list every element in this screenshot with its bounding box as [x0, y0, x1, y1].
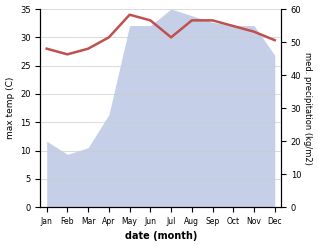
X-axis label: date (month): date (month): [125, 231, 197, 242]
Y-axis label: max temp (C): max temp (C): [5, 77, 15, 139]
Y-axis label: med. precipitation (kg/m2): med. precipitation (kg/m2): [303, 52, 313, 165]
